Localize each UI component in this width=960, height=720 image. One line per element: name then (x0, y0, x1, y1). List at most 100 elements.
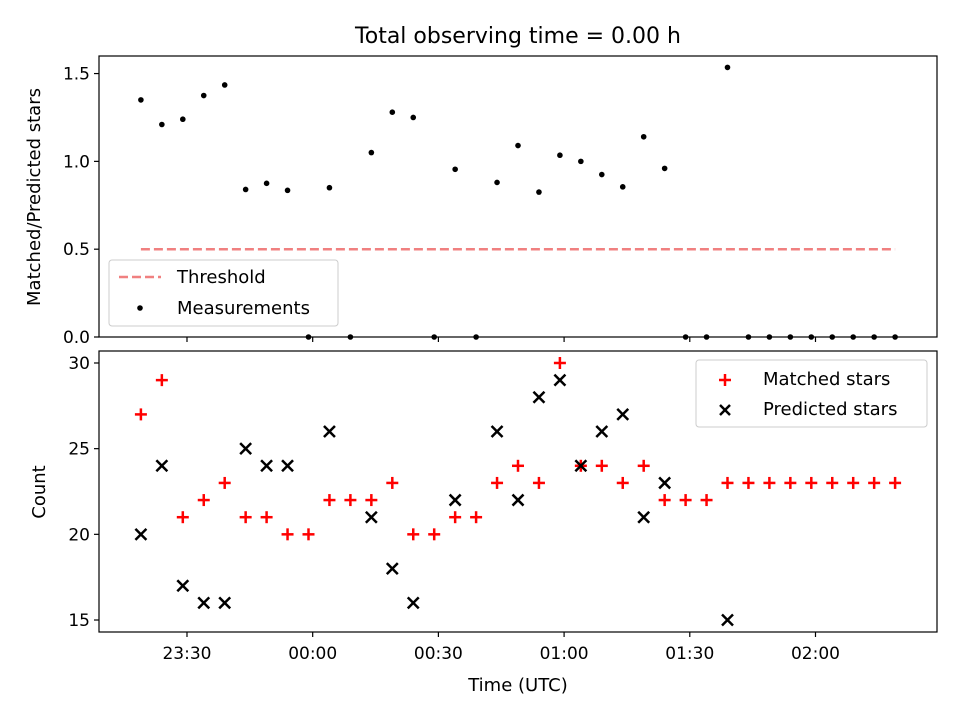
measurement-point (284, 187, 291, 194)
count-x-tick-label: 01:30 (665, 644, 714, 664)
ratio-legend-box (108, 259, 339, 327)
matched-star-point (260, 511, 273, 524)
measurement-point (410, 114, 417, 121)
threshold-legend-label: Threshold (176, 267, 266, 288)
matched-legend-label: Matched stars (763, 369, 890, 390)
predicted-star-point (218, 596, 232, 610)
predicted-star-point (658, 476, 672, 490)
predicted-star-point (532, 390, 546, 404)
ratio-y-tick-label: 0.5 (63, 240, 90, 260)
measurement-point (661, 165, 668, 172)
x-axis-label: Time (UTC) (467, 675, 568, 696)
ratio-y-tick-label: 1.0 (63, 152, 90, 172)
matched-star-point (239, 511, 252, 524)
matched-star-point (323, 494, 336, 507)
ratio-y-axis-label: Matched/Predicted stars (24, 88, 45, 306)
measurement-point (221, 82, 228, 88)
predicted-star-point (511, 493, 525, 507)
predicted-star-point (385, 562, 399, 575)
matched-star-point (868, 476, 881, 489)
matched-star-point (155, 374, 168, 387)
measurement-point (200, 92, 207, 99)
predicted-star-point (574, 459, 588, 473)
count-plot-marks (134, 356, 902, 627)
ratio-panel: Total observing time = 0.00 h Matched/Pr… (24, 24, 938, 348)
matched-star-point (344, 494, 357, 507)
matched-star-point (553, 356, 566, 369)
matched-star-point (197, 494, 210, 507)
measurement-point (515, 142, 521, 149)
predicted-star-point (197, 596, 211, 610)
ratio-frame (98, 55, 938, 338)
matched-star-point (449, 511, 462, 524)
measurement-point (389, 109, 396, 115)
matched-star-point (218, 476, 231, 489)
measurement-point (536, 189, 542, 195)
measurement-point (619, 184, 626, 190)
predicted-star-point (281, 459, 294, 473)
predicted-star-point (239, 442, 253, 456)
chart-title: Total observing time = 0.00 h (354, 24, 681, 49)
matched-star-point (470, 511, 483, 524)
matched-star-point (637, 459, 650, 472)
measurement-point (599, 171, 605, 178)
measurement-point (640, 133, 647, 140)
ratio-axes: 0.0 0.5 1.0 1.5 (63, 55, 938, 348)
predicted-star-point (323, 425, 336, 438)
matched-star-point (428, 528, 441, 541)
count-axes: 15 20 25 30 23:30 00:00 00:30 01:00 01:30 02:00 (68, 350, 938, 664)
predicted-star-point (490, 425, 504, 438)
ratio-y-tick-label: 0.0 (63, 328, 90, 348)
predicted-legend-label: Predicted stars (763, 399, 897, 420)
matched-star-point (302, 528, 315, 541)
predicted-star-point (553, 373, 567, 387)
predicted-star-point (406, 596, 420, 610)
predicted-star-point (155, 459, 169, 473)
predicted-star-point (364, 510, 378, 524)
count-y-tick-label: 20 (68, 525, 90, 545)
predicted-star-point (721, 613, 734, 627)
predicted-star-point (637, 510, 651, 524)
matched-star-point (134, 408, 147, 421)
matched-star-point (491, 476, 504, 489)
count-x-tick-label: 02:00 (791, 644, 840, 664)
matched-star-point (595, 459, 608, 472)
matched-star-point (721, 476, 734, 489)
matched-star-point (826, 476, 839, 489)
ratio-plot-marks (138, 64, 898, 340)
measurement-point (724, 64, 731, 71)
measurements-legend-swatch (137, 305, 143, 311)
predicted-star-point (176, 579, 190, 593)
matched-star-point (700, 494, 713, 507)
count-x-tick-label: 01:00 (540, 644, 589, 664)
count-frame (98, 350, 938, 633)
measurement-point (138, 97, 144, 103)
matched-star-point (365, 494, 378, 507)
measurement-point (557, 152, 563, 159)
matched-star-point (679, 494, 692, 507)
count-y-axis-label: Count (29, 465, 50, 518)
matched-star-point (805, 476, 818, 489)
count-y-tick-label: 15 (68, 611, 90, 631)
matched-star-point (512, 459, 524, 472)
matched-star-point (847, 476, 860, 489)
measurement-point (159, 121, 165, 128)
measurement-point (242, 186, 249, 193)
count-x-tick-label: 00:00 (288, 644, 337, 664)
ratio-y-tick-label: 1.5 (63, 65, 90, 85)
matched-star-point (889, 476, 902, 489)
count-legend-box (695, 359, 928, 428)
matched-star-point (532, 476, 545, 489)
matched-star-point (176, 511, 189, 524)
count-legend: Matched stars Predicted stars (695, 359, 928, 428)
predicted-star-point (448, 493, 462, 507)
matched-legend-swatch (719, 374, 731, 386)
predicted-star-point (595, 425, 609, 438)
matched-star-point (763, 476, 776, 489)
predicted-legend-swatch (719, 404, 731, 416)
measurement-point (326, 184, 333, 191)
count-y-tick-label: 30 (68, 354, 90, 374)
matched-star-point (407, 528, 420, 541)
measurement-point (263, 180, 270, 187)
